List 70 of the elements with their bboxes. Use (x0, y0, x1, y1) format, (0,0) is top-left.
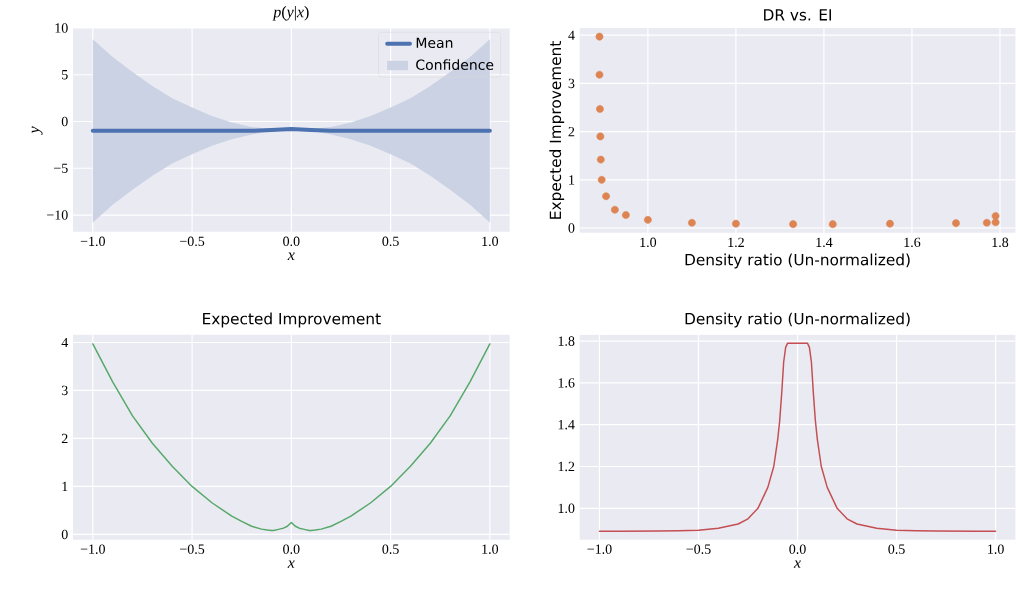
point (828, 220, 837, 229)
y-tick-label: 1.2 (558, 461, 575, 472)
y-tick-label: 1 (569, 175, 575, 185)
x-tick-label: 0.5 (888, 544, 905, 555)
x-tick-label: 1.0 (988, 544, 1004, 555)
x-axis-title: x (287, 560, 295, 568)
x-tick-label: 1.0 (640, 237, 657, 248)
point (597, 176, 606, 184)
point (952, 219, 960, 228)
y-tick-label: 1.4 (558, 420, 575, 430)
point (596, 105, 604, 114)
chart-title: Density ratio (Un-normalized) (685, 312, 910, 328)
legend-label: Mean (416, 37, 453, 49)
x-tick-label: 0.5 (382, 236, 399, 247)
point (596, 132, 605, 141)
point (595, 71, 604, 79)
y-tick-label: 0 (568, 223, 575, 233)
point (789, 220, 797, 229)
y-tick-label: 0 (61, 116, 68, 127)
x-axis-title: x (287, 252, 295, 261)
x-tick-label: −0.5 (180, 544, 205, 555)
x-tick-label: −1.0 (80, 544, 105, 555)
y-tick-label: 3 (61, 385, 68, 396)
annotation: Confidence (416, 59, 494, 71)
chart-title: p(y|x) (272, 6, 309, 21)
y-tick-label: 10 (55, 23, 68, 33)
y-tick-label: 1 (62, 481, 68, 492)
chart-title: DR vs. EI (764, 9, 831, 21)
point (991, 218, 1000, 227)
y-tick-label: −10 (47, 210, 68, 220)
x-tick-label: 1.0 (482, 544, 499, 555)
point (644, 216, 652, 224)
x-tick-label: 0.5 (382, 544, 399, 555)
x-tick-label: −1.0 (587, 544, 612, 555)
point (602, 192, 610, 201)
y-tick-label: 4 (568, 30, 575, 40)
point (886, 220, 894, 228)
x-tick-label: 0.0 (283, 544, 300, 555)
y-tick-label: 2 (568, 127, 575, 137)
point (688, 219, 696, 227)
y-axis-title: y (31, 126, 43, 135)
chart-title: Expected Improvement (203, 312, 381, 328)
x-tick-label: 1.0 (482, 236, 499, 247)
point (611, 206, 619, 214)
x-tick-label: −1.0 (80, 236, 105, 247)
x-tick-label: 1.2 (728, 237, 744, 248)
y-tick-label: 0 (61, 529, 68, 540)
point (596, 155, 605, 164)
x-tick-label: 1.4 (816, 237, 833, 248)
point (595, 32, 604, 41)
x-tick-label: 0.0 (789, 544, 806, 555)
y-tick-label: 1.6 (558, 378, 575, 388)
y-axis-title: Expected Improvement (549, 41, 565, 219)
y-tick-label: 1.0 (558, 503, 575, 514)
x-axis-title: Density ratio (Un-normalized) (685, 253, 910, 269)
y-tick-label: 5 (62, 70, 68, 80)
x-tick-label: 0.0 (283, 236, 300, 247)
y-tick-label: −5 (54, 163, 68, 174)
x-tick-label: −0.5 (686, 544, 711, 555)
y-tick-label: 4 (61, 338, 69, 348)
point (732, 220, 740, 228)
point (622, 211, 630, 220)
point (982, 219, 991, 227)
y-tick-label: 2 (61, 433, 68, 444)
y-tick-label: 1.8 (558, 336, 575, 346)
x-tick-label: −0.5 (180, 236, 205, 247)
x-tick-label: 1.8 (992, 237, 1009, 248)
x-axis-title: x (793, 560, 801, 568)
y-tick-label: 3 (568, 78, 575, 89)
x-tick-label: 1.6 (904, 237, 921, 248)
